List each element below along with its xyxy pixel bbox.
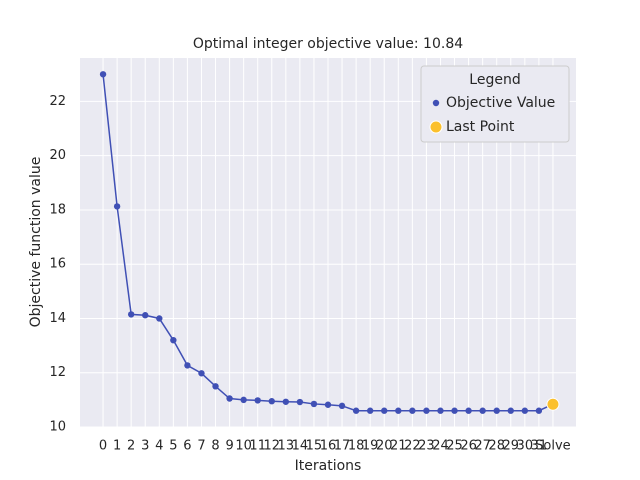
data-point <box>423 407 430 414</box>
x-tick-label: 27 <box>474 439 491 454</box>
x-tick-label: 7 <box>197 439 205 454</box>
legend-label: Last Point <box>446 119 515 135</box>
x-tick-label: 11 <box>249 439 266 454</box>
data-point <box>127 311 135 318</box>
y-tick-label: 12 <box>49 365 66 380</box>
data-point <box>268 398 275 405</box>
data-point <box>226 395 233 402</box>
legend-marker <box>432 99 440 107</box>
x-tick-label: 20 <box>376 439 393 454</box>
data-point <box>409 407 416 414</box>
data-point <box>352 407 360 414</box>
data-point <box>170 336 177 344</box>
x-tick-label: 25 <box>446 439 463 454</box>
x-tick-label: 12 <box>263 439 280 454</box>
x-tick-label: 3 <box>141 439 149 454</box>
data-point <box>493 407 500 414</box>
last-point <box>546 397 560 411</box>
chart-title: Optimal integer objective value: 10.84 <box>193 36 463 52</box>
data-point <box>366 407 374 414</box>
x-tick-label: 19 <box>362 439 379 454</box>
data-point <box>240 396 247 404</box>
data-point <box>212 383 219 390</box>
x-tick-label: 26 <box>460 439 477 454</box>
x-tick-label: 23 <box>418 439 435 454</box>
x-tick-label: 16 <box>320 439 337 454</box>
data-point <box>156 315 163 322</box>
x-tick-label: 29 <box>502 439 519 454</box>
data-point <box>282 398 290 405</box>
x-tick-label: 31 <box>531 439 548 454</box>
x-tick-label: 14 <box>292 439 309 454</box>
x-tick-label: 22 <box>404 439 421 454</box>
x-tick-label: 2 <box>127 439 135 454</box>
x-tick-label: 30 <box>517 439 534 454</box>
x-tick-label: 10 <box>235 439 252 454</box>
data-point <box>142 312 149 319</box>
x-tick-label: 15 <box>306 439 323 454</box>
data-point <box>338 402 346 410</box>
x-tick-label: 5 <box>169 439 177 454</box>
x-tick-label: 28 <box>488 439 505 454</box>
data-point <box>479 407 486 414</box>
x-tick-label: 0 <box>99 439 107 454</box>
data-point <box>99 71 107 78</box>
y-tick-label: 22 <box>49 94 66 109</box>
x-tick-label: 1 <box>113 439 121 454</box>
y-axis-label: Objective function value <box>28 157 44 328</box>
data-point <box>507 407 514 414</box>
data-point <box>395 407 402 414</box>
y-tick-label: 20 <box>49 148 66 163</box>
data-point <box>296 398 304 406</box>
data-point <box>254 397 261 404</box>
x-tick-label: 13 <box>278 439 295 454</box>
x-tick-label: 18 <box>348 439 365 454</box>
data-point <box>535 407 543 414</box>
legend-label: Objective Value <box>446 95 555 111</box>
y-tick-label: 10 <box>49 420 66 435</box>
x-tick-label: 6 <box>183 439 191 454</box>
data-point <box>381 407 388 414</box>
x-tick-label: 21 <box>390 439 407 454</box>
legend-title: Legend <box>469 72 520 88</box>
y-tick-label: 18 <box>49 202 66 217</box>
x-tick-label: 4 <box>155 439 163 454</box>
data-point <box>451 407 458 414</box>
y-tick-label: 16 <box>49 257 66 272</box>
data-point <box>198 370 205 377</box>
data-point <box>113 203 121 210</box>
x-tick-label: 17 <box>334 439 351 454</box>
legend: Legend Objective Value Last Point <box>420 65 570 143</box>
data-point <box>324 401 332 408</box>
data-point <box>310 400 318 408</box>
x-axis-label: Iterations <box>295 458 362 474</box>
legend-box <box>420 65 570 143</box>
x-tick-label: 8 <box>211 439 219 454</box>
y-tick-label: 14 <box>49 311 66 326</box>
legend-marker <box>429 120 443 134</box>
x-tick-label: 9 <box>225 439 233 454</box>
data-point <box>465 407 472 414</box>
data-point <box>437 407 444 414</box>
x-tick-label: Solve <box>535 439 571 454</box>
data-point <box>184 362 191 369</box>
x-tick-label: 24 <box>432 439 449 454</box>
data-point <box>521 407 529 414</box>
